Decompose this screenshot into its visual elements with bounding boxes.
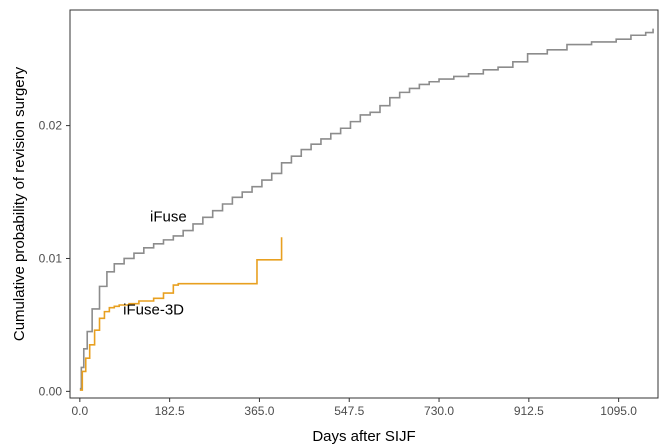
series-label-ifuse: iFuse xyxy=(150,208,187,225)
x-tick-label: 912.5 xyxy=(514,404,544,418)
series-line-ifuse-3d xyxy=(79,237,283,391)
y-axis-title: Cumulative probability of revision surge… xyxy=(11,66,28,341)
x-tick-label: 1095.0 xyxy=(600,404,637,418)
x-tick-label: 0.0 xyxy=(71,404,88,418)
x-tick-label: 730.0 xyxy=(424,404,454,418)
series-label-ifuse-3d: iFuse-3D xyxy=(123,301,184,318)
x-tick-label: 182.5 xyxy=(155,404,185,418)
axes: 0.0 182.5 365.0 547.5 730.0 912.5 1095.0 0.00 0.… xyxy=(39,119,638,418)
y-tick-label: 0.01 xyxy=(39,251,63,265)
y-tick-label: 0.02 xyxy=(39,119,63,133)
plot-frame xyxy=(69,9,659,399)
x-tick-label: 365.0 xyxy=(244,404,274,418)
series-line-ifuse xyxy=(79,28,654,390)
y-tick-label: 0.00 xyxy=(39,384,63,398)
x-axis-title: Days after SIJF xyxy=(312,428,415,445)
plot-area: iFuse iFuse-3D xyxy=(79,28,654,391)
x-tick-label: 547.5 xyxy=(334,404,364,418)
